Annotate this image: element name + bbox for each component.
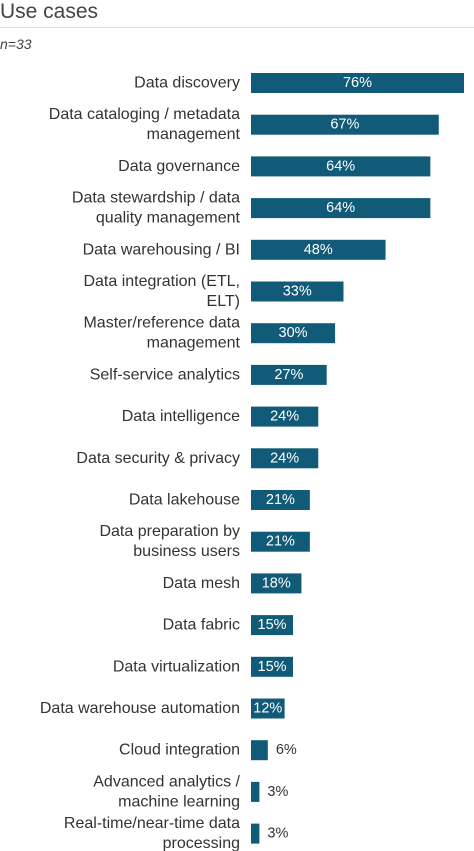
value-label-17: 3% (267, 784, 288, 800)
bar-11 (251, 531, 310, 552)
bar-17 (251, 781, 260, 802)
bar-18 (251, 823, 260, 844)
chart-subtitle: n=33 (0, 36, 32, 52)
bar-4 (251, 239, 386, 260)
bar-0 (251, 73, 464, 93)
value-label-5: 33% (283, 284, 312, 300)
category-label-9: Data security & privacy (76, 450, 240, 467)
value-label-1: 67% (330, 117, 359, 133)
bar-12 (251, 573, 302, 594)
value-label-16: 6% (276, 742, 297, 758)
value-label-3: 64% (326, 200, 355, 216)
value-label-6: 30% (279, 325, 308, 341)
value-label-8: 24% (270, 409, 299, 425)
value-label-2: 64% (326, 158, 355, 174)
bar-8 (251, 406, 319, 427)
category-label-13: Data fabric (163, 617, 240, 634)
value-label-7: 27% (274, 367, 303, 383)
value-label-9: 24% (270, 450, 299, 466)
category-label-15: Data warehouse automation (40, 700, 240, 717)
value-label-10: 21% (266, 492, 295, 508)
bar-1 (251, 114, 439, 135)
value-label-0: 76% (343, 75, 372, 91)
category-label-7: Self-service analytics (90, 366, 240, 383)
category-label-2: Data governance (118, 158, 240, 175)
bar-9 (251, 448, 319, 469)
value-label-13: 15% (258, 617, 287, 633)
category-label-16: Cloud integration (119, 742, 240, 759)
category-label-3: Data stewardship / data quality managemen… (72, 190, 241, 227)
value-label-18: 3% (267, 826, 288, 842)
value-label-4: 48% (304, 242, 333, 258)
category-label-11: Data preparation by business users (99, 523, 240, 560)
bar-15 (251, 698, 285, 719)
category-label-10: Data lakehouse (129, 492, 240, 509)
value-label-15: 12% (253, 701, 282, 717)
chart-title: Use cases (0, 0, 99, 23)
category-label-8: Data intelligence (122, 408, 240, 425)
bar-16 (251, 740, 268, 761)
bar-10 (251, 490, 310, 510)
category-label-14: Data virtualization (113, 658, 240, 675)
value-label-14: 15% (258, 659, 287, 675)
value-label-12: 18% (262, 575, 291, 591)
category-label-4: Data warehousing / BI (83, 241, 240, 258)
value-label-11: 21% (266, 534, 295, 550)
bar-6 (251, 323, 336, 344)
bar-2 (251, 156, 431, 177)
category-label-6: Master/reference data management (83, 315, 240, 352)
category-label-12: Data mesh (163, 575, 240, 592)
bar-3 (251, 198, 431, 219)
bar-14 (251, 656, 294, 677)
category-label-17: Advanced analytics / machine learning (93, 773, 240, 810)
title-divider (0, 27, 474, 28)
category-label-5: Data integration (ETL, ELT) (83, 273, 240, 310)
bar-13 (251, 615, 294, 636)
category-label-18: Real-time/near-time data processing (64, 815, 240, 851)
category-label-1: Data cataloging / metadata management (49, 106, 241, 143)
bar-7 (251, 364, 327, 385)
bar-5 (251, 281, 344, 302)
category-label-0: Data discovery (134, 75, 240, 92)
